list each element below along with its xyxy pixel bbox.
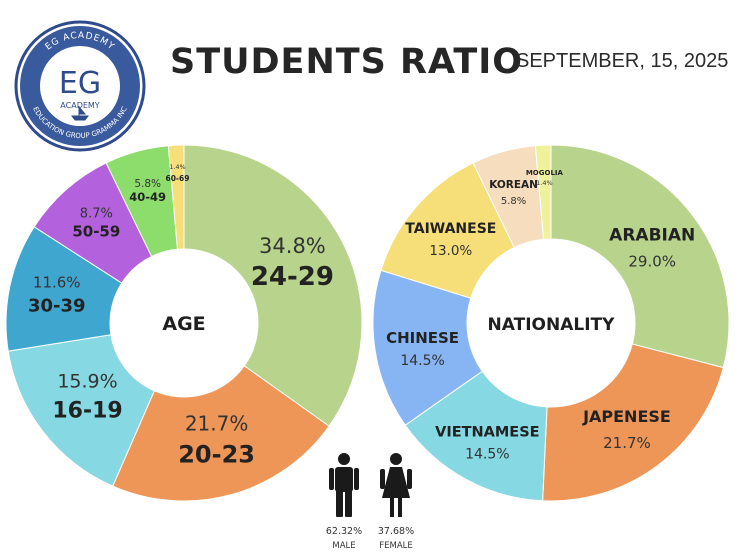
female-pct: 37.68% [378,526,414,537]
age-pct-60-69: 1.4% [169,163,186,171]
nationality-slice-mogolia [534,144,552,240]
nationality-label-arabian: ARABIAN [609,226,695,246]
age-label-60-69: 60-69 [165,174,189,183]
age-slice-16-19 [7,334,156,487]
nationality-label-mogolia: MOGOLIA [526,169,564,177]
age-pct-24-29: 34.8% [259,234,326,258]
nationality-slice-taiwanese [380,162,515,299]
ship-icon [71,106,89,121]
age-slice-24-29 [183,144,363,427]
age-label-50-59: 50-59 [72,222,120,240]
age-label-16-19: 16-19 [52,399,122,424]
nationality-label-chinese: CHINESE [386,329,459,347]
age-label-24-29: 24-29 [251,262,334,292]
nationality-pct-korean: 5.8% [501,196,526,207]
nationality-pct-taiwanese: 13.0% [429,243,472,259]
nationality-pct-chinese: 14.5% [400,353,444,369]
nationality-label-vietnamese: VIETNAMESE [435,425,539,441]
nationality-pct-japenese: 21.7% [603,434,651,452]
page-title: STUDENTS RATIO [170,42,523,82]
female-icon [380,453,412,517]
nationality-label-korean: KOREAN [489,179,538,191]
nationality-pct-arabian: 29.0% [628,253,676,271]
age-pct-50-59: 8.7% [80,206,113,221]
age-label-20-23: 20-23 [178,441,255,469]
logo-middle-text: ACADEMY [60,101,100,110]
age-pct-20-23: 21.7% [185,412,249,436]
male-label: MALE [332,541,355,551]
nationality-slice-arabian [550,144,730,369]
report-date: SEPTEMBER, 15, 2025 [516,50,729,72]
nationality-label-taiwanese: TAIWANESE [405,221,496,237]
gender-ratio: 62.32% MALE 37.68% FEMALE [326,453,414,551]
nationality-pct-mogolia: 1.4% [536,179,553,187]
nationality-label-japenese: JAPENESE [582,407,671,426]
age-pct-40-49: 5.8% [134,178,161,190]
nationality-pct-vietnamese: 14.5% [465,447,509,463]
age-pct-30-39: 11.6% [33,273,81,291]
male-pct: 62.32% [326,526,362,537]
female-label: FEMALE [379,541,413,551]
age-label-30-39: 30-39 [28,295,86,316]
age-label-40-49: 40-49 [129,190,166,204]
age-center-label: AGE [162,313,205,335]
age-pct-16-19: 15.9% [57,371,117,393]
age-slice-60-69 [167,144,185,250]
nationality-slice-japenese [542,343,724,502]
nationality-center-label: NATIONALITY [488,315,616,335]
male-icon [329,453,359,517]
age-slice-20-23 [112,365,330,502]
logo-letters: EG [59,66,101,101]
eg-academy-logo: EG ACADEMY EDUCATION GROUP GRAMMA INC EG… [14,20,146,152]
